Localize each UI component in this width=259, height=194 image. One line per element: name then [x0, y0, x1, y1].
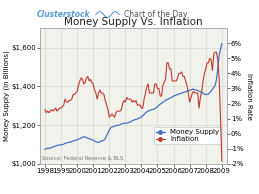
Text: Clusterstock: Clusterstock: [37, 10, 91, 19]
Text: Source: Federal Reserve & BLS: Source: Federal Reserve & BLS: [42, 156, 123, 161]
Y-axis label: Money Supply (in Billions): Money Supply (in Billions): [3, 51, 10, 141]
Text: Chart of the Day: Chart of the Day: [124, 10, 188, 19]
Legend: Money Supply, Inflation: Money Supply, Inflation: [154, 127, 221, 144]
Y-axis label: Inflation Rate: Inflation Rate: [246, 73, 252, 120]
Title: Money Supply Vs. Inflation: Money Supply Vs. Inflation: [64, 17, 203, 27]
